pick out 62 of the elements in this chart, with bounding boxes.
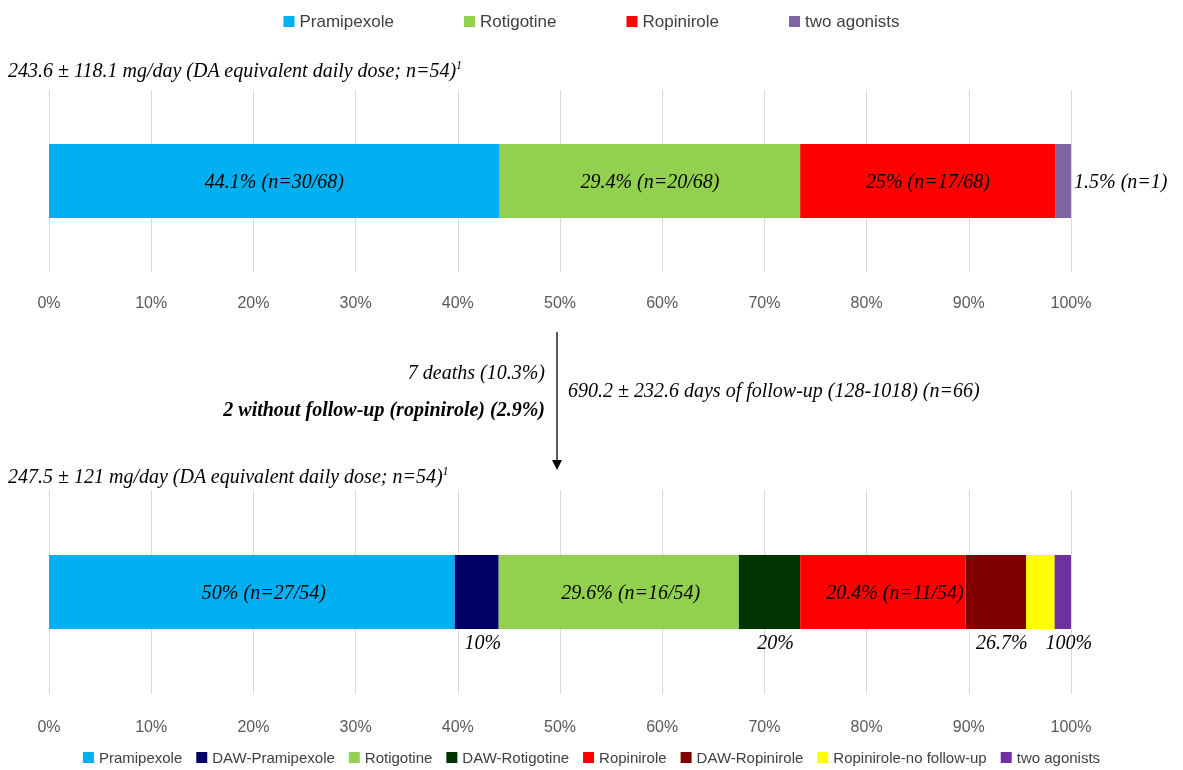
annotation: 29.6% (n=16/54) bbox=[561, 581, 701, 604]
bar bbox=[1026, 555, 1055, 629]
bar bbox=[1054, 555, 1071, 629]
x-tick-label: 40% bbox=[441, 717, 474, 735]
bar bbox=[498, 555, 739, 629]
bar bbox=[965, 555, 1027, 629]
data-label: 1.5% (n=1) bbox=[1074, 170, 1168, 193]
annotation: 50% (n=27/54) bbox=[201, 581, 327, 604]
x-tick-label: 30% bbox=[339, 717, 372, 735]
legend-label: DAW-Pramipexole bbox=[212, 749, 335, 766]
legend-label: Pramipexole bbox=[299, 12, 394, 31]
legend-label: two agonists bbox=[1016, 749, 1101, 766]
data-label: 44.1% (n=30/68) bbox=[204, 170, 345, 193]
x-tick-label: 90% bbox=[952, 717, 985, 735]
x-tick-label: 10% bbox=[135, 717, 168, 735]
bar bbox=[800, 144, 1056, 218]
annotation: 100% bbox=[1045, 631, 1093, 653]
legend-label: DAW-Rotigotine bbox=[462, 749, 570, 766]
x-tick-label: 100% bbox=[1050, 293, 1092, 311]
x-tick-label: 80% bbox=[850, 293, 883, 311]
legend-label: Ropinirole-no follow-up bbox=[833, 749, 987, 766]
legend-label: DAW-Ropinirole bbox=[696, 749, 804, 766]
annotation: 20.4% (n=11/54) bbox=[826, 581, 965, 604]
chart-title: 243.6 ± 118.1 mg/day (DA equivalent daily dose; n=54)$^{1}$ bbox=[8, 58, 463, 82]
legend-label: Ropinirole bbox=[642, 12, 720, 31]
bar bbox=[800, 555, 966, 629]
bar bbox=[454, 555, 499, 629]
chart-title: 247.5 ± 121 mg/day (DA equivalent daily dose; n=54)$^{1}$ bbox=[8, 464, 449, 488]
data-label: 25% (n=17/68) bbox=[865, 170, 991, 193]
annotation: 20% bbox=[757, 631, 794, 653]
x-tick-label: 70% bbox=[748, 717, 781, 735]
x-tick-label: 60% bbox=[646, 293, 679, 311]
annotation: 26.7% bbox=[976, 631, 1028, 653]
x-tick-label: 10% bbox=[135, 293, 168, 311]
text: 690.2 ± 232.6 days of follow-up (128-1018) (n=66) bbox=[568, 379, 980, 402]
legend-label: Pramipexole bbox=[98, 749, 183, 766]
annotation: 10% bbox=[464, 631, 502, 653]
legend-label: Rotigotine bbox=[364, 749, 433, 766]
x-tick-label: 100% bbox=[1050, 717, 1092, 735]
text: 2 without follow-up (ropinirole) (2.9%) bbox=[223, 398, 545, 421]
x-tick-label: 60% bbox=[646, 717, 679, 735]
x-tick-label: 90% bbox=[952, 293, 985, 311]
x-tick-label: 30% bbox=[339, 293, 372, 311]
x-tick-label: 70% bbox=[748, 293, 781, 311]
x-tick-label: 50% bbox=[543, 717, 577, 735]
x-tick-label: 40% bbox=[441, 293, 474, 311]
legend-label: two agonists bbox=[805, 12, 900, 31]
legend-label: Ropinirole bbox=[599, 749, 667, 766]
x-tick-label: 0% bbox=[37, 293, 61, 311]
data-label: 29.4% (n=20/68) bbox=[580, 170, 720, 193]
bar bbox=[1055, 144, 1071, 218]
legend-label: Rotigotine bbox=[479, 12, 557, 31]
x-tick-label: 0% bbox=[37, 717, 61, 735]
bar bbox=[49, 555, 455, 629]
x-tick-label: 20% bbox=[237, 293, 270, 311]
x-tick-label: 80% bbox=[850, 717, 883, 735]
x-tick-label: 50% bbox=[543, 293, 577, 311]
bar bbox=[49, 144, 500, 218]
bar bbox=[499, 144, 801, 218]
x-tick-label: 20% bbox=[237, 717, 270, 735]
bar bbox=[738, 555, 801, 629]
text: 7 deaths (10.3%) bbox=[407, 361, 545, 384]
